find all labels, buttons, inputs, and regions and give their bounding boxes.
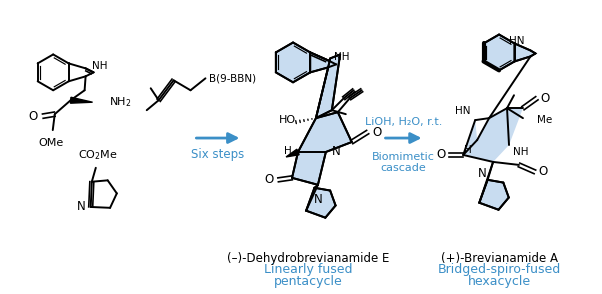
Text: H: H xyxy=(464,145,472,155)
Text: NH: NH xyxy=(92,61,107,71)
Polygon shape xyxy=(276,43,310,82)
Polygon shape xyxy=(463,108,523,162)
Text: N: N xyxy=(314,193,322,206)
Polygon shape xyxy=(483,34,515,70)
Text: O: O xyxy=(28,110,38,123)
Text: Six steps: Six steps xyxy=(191,148,244,161)
Text: (–)-Dehydrobrevianamide E: (–)-Dehydrobrevianamide E xyxy=(227,251,389,265)
Text: N: N xyxy=(77,201,85,213)
Text: N: N xyxy=(479,167,487,180)
Text: B(9-BBN): B(9-BBN) xyxy=(209,73,256,83)
Text: cascade: cascade xyxy=(380,163,426,173)
Text: Bridged-spiro-fused: Bridged-spiro-fused xyxy=(438,263,560,276)
Text: CO$_2$Me: CO$_2$Me xyxy=(78,148,117,162)
Text: Me: Me xyxy=(537,115,552,125)
Polygon shape xyxy=(292,112,352,185)
Polygon shape xyxy=(306,188,335,218)
Text: NH$_2$: NH$_2$ xyxy=(108,95,131,109)
Polygon shape xyxy=(515,44,535,61)
Polygon shape xyxy=(70,97,93,103)
Polygon shape xyxy=(286,149,299,157)
Text: O: O xyxy=(373,126,382,138)
Text: OMe: OMe xyxy=(38,138,63,148)
Text: N: N xyxy=(332,146,341,158)
Text: NH: NH xyxy=(513,147,529,157)
Text: LiOH, H₂O, r.t.: LiOH, H₂O, r.t. xyxy=(365,117,442,127)
Text: HN: HN xyxy=(455,106,470,116)
Text: (+)-Brevianamide A: (+)-Brevianamide A xyxy=(441,251,557,265)
Text: H: H xyxy=(284,146,292,156)
Polygon shape xyxy=(479,180,509,210)
Text: NH: NH xyxy=(334,52,350,62)
Text: hexacycle: hexacycle xyxy=(468,275,530,288)
Text: HN: HN xyxy=(509,36,524,46)
Text: O: O xyxy=(264,173,273,186)
Text: O: O xyxy=(436,148,445,161)
Text: O: O xyxy=(539,166,548,178)
Text: Biomimetic: Biomimetic xyxy=(372,152,435,162)
Text: O: O xyxy=(541,92,550,105)
Polygon shape xyxy=(316,54,340,118)
Text: pentacycle: pentacycle xyxy=(273,275,343,288)
Text: Linearly fused: Linearly fused xyxy=(264,263,352,276)
Polygon shape xyxy=(310,52,336,72)
Text: HO: HO xyxy=(279,115,296,125)
